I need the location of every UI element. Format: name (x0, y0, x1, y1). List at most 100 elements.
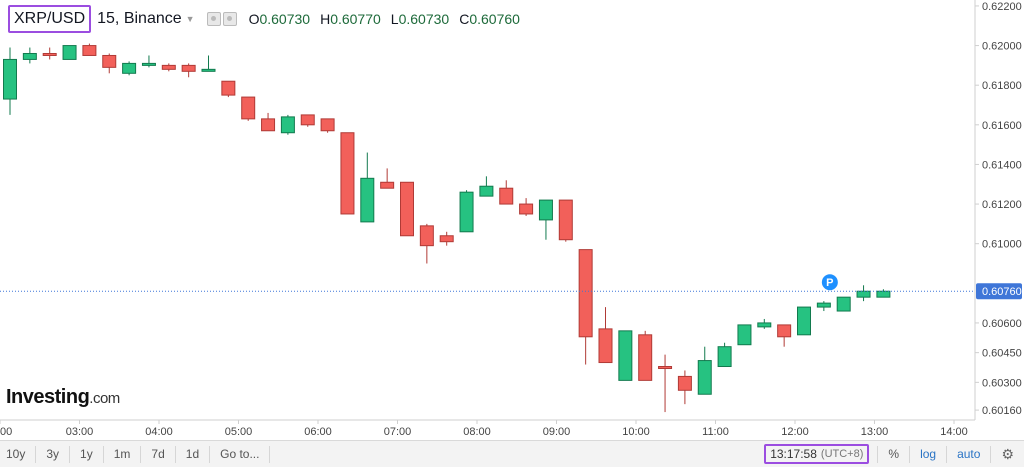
clock-readout[interactable]: 13:17:58 (UTC+8) (764, 444, 870, 464)
auto-scale-button[interactable]: auto (946, 445, 990, 463)
candle-body (598, 328, 613, 364)
candle-body (181, 64, 196, 72)
y-tick-label: 0.61400 (982, 159, 1022, 171)
candle-body (261, 118, 276, 132)
ohlc-low-value: 0.60730 (398, 11, 450, 27)
y-tick-label: 0.60160 (982, 405, 1022, 417)
ohlc-close-label: C (459, 11, 470, 27)
range-1d-button[interactable]: 1d (176, 445, 211, 463)
gear-icon[interactable]: ⚙ (990, 445, 1024, 463)
ohlc-close: C0.60760 (459, 11, 520, 27)
plot-area (0, 0, 975, 420)
x-tick-label: 07:00 (384, 426, 412, 438)
y-tick-label: 0.60450 (982, 348, 1022, 360)
investing-logo[interactable]: Investing.com (6, 386, 120, 409)
candle-body (122, 62, 137, 74)
x-tick-label: 08:00 (463, 426, 491, 438)
range-1m-button[interactable]: 1m (104, 445, 142, 463)
candle-body (538, 199, 553, 221)
ohlc-high-label: H (320, 11, 331, 27)
candle-body (519, 203, 534, 215)
position-marker (821, 274, 838, 291)
candle-body (221, 80, 236, 96)
candle-body (82, 45, 97, 56)
position-marker-label: P (826, 277, 833, 289)
candle-body (836, 296, 851, 312)
log-scale-button[interactable]: log (909, 445, 946, 463)
ohlc-open-label: O (248, 11, 260, 27)
candle-body (201, 68, 216, 72)
x-tick-label: 13:00 (861, 426, 889, 438)
percent-scale-button[interactable]: % (877, 445, 909, 463)
candle-body (62, 45, 77, 60)
x-tick-label: 10:00 (622, 426, 650, 438)
candle-body (380, 181, 395, 189)
symbol-label[interactable]: XRP/USD (8, 5, 92, 33)
visibility-icon[interactable] (206, 12, 221, 26)
y-tick-label: 0.62200 (982, 1, 1022, 13)
symbol-text: XRP/USD (14, 10, 86, 27)
candlestick-chart[interactable]: 0.62200 0.62000 0.61800 0.61600 0.61400 0.612… (0, 0, 1024, 440)
y-tick-label: 0.60600 (982, 318, 1022, 330)
candle-body (876, 290, 891, 298)
candle-body (638, 334, 653, 381)
range-7d-button[interactable]: 7d (141, 445, 176, 463)
candle-body (558, 199, 573, 241)
y-tick-label: 0.61200 (982, 199, 1022, 211)
candle-body (737, 324, 752, 346)
candle-body (578, 249, 593, 338)
ohlc-high: H0.60770 (320, 11, 381, 27)
ohlc-readout: O0.60730 H0.60770 L0.60730 C0.60760 (249, 11, 520, 27)
candle-body (816, 302, 831, 308)
candle-body (419, 225, 434, 247)
goto-date-button[interactable]: Go to... (210, 445, 271, 463)
chart-header: XRP/USD 15, Binance ▼ O0.60730 H0.60770 … (8, 5, 520, 33)
current-price-badge (976, 283, 1022, 300)
candle-body (717, 346, 732, 368)
logo-suffix: .com (89, 390, 120, 407)
price-chart[interactable]: 0.62200 0.62000 0.61800 0.61600 0.61400 0.612… (0, 0, 1024, 440)
y-tick-label: 0.62000 (982, 41, 1022, 53)
range-10y-button[interactable]: 10y (0, 445, 37, 463)
candle-body (677, 375, 692, 391)
candle-body (400, 181, 414, 237)
y-tick-label: 0.60300 (982, 377, 1022, 389)
x-tick-label: 00 (0, 426, 12, 438)
candle-body (3, 58, 17, 100)
logo-main: Investing (6, 386, 90, 408)
ohlc-open: O0.60730 (249, 11, 311, 27)
ohlc-low: L0.60730 (391, 11, 449, 27)
candle-body (42, 52, 57, 56)
candle-body (360, 177, 375, 223)
range-3y-button[interactable]: 3y (36, 445, 71, 463)
x-tick-label: 11:00 (702, 426, 729, 438)
x-tick-label: 09:00 (543, 426, 571, 438)
interval-exchange[interactable]: 15, Binance (97, 10, 182, 27)
ohlc-open-value: 0.60730 (259, 11, 311, 27)
ohlc-high-value: 0.60770 (330, 11, 381, 27)
candle-body (141, 62, 156, 66)
ohlc-close-value: 0.60760 (469, 11, 520, 27)
interval-dropdown-icon[interactable]: ▼ (185, 14, 195, 24)
candle-body (280, 116, 295, 134)
candle-body (161, 64, 176, 70)
clock-timezone: (UTC+8) (820, 448, 864, 460)
x-tick-label: 06:00 (304, 426, 332, 438)
settings-icon[interactable] (222, 12, 237, 26)
candle-body (757, 322, 772, 328)
y-tick-label: 0.61800 (982, 80, 1022, 92)
current-price-label: 0.60760 (982, 286, 1022, 298)
range-1y-button[interactable]: 1y (70, 445, 104, 463)
candle-body (797, 306, 811, 336)
candle-body (777, 324, 792, 338)
candle-body (340, 132, 355, 215)
candle-body (697, 360, 712, 395)
candle-body (300, 114, 315, 126)
candle-body (658, 366, 673, 370)
x-tick-label: 05:00 (225, 426, 253, 438)
ohlc-low-label: L (390, 11, 399, 27)
x-tick-label: 04:00 (145, 426, 173, 438)
candle-body (102, 54, 117, 68)
y-tick-label: 0.61600 (982, 120, 1022, 132)
x-tick-label: 14:00 (940, 426, 968, 438)
